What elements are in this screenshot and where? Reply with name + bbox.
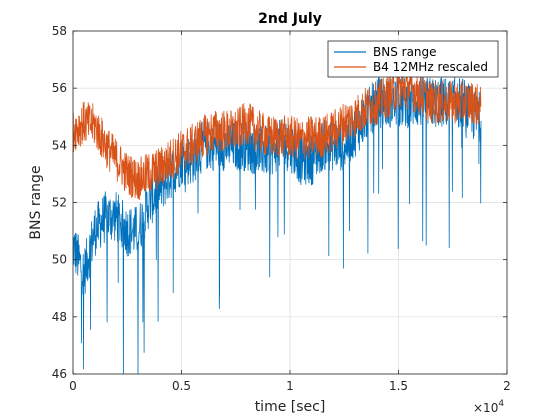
legend-box <box>327 40 499 78</box>
x-axis-exponent-base: ×10 <box>473 401 498 415</box>
x-axis-exponent: ×104 <box>473 399 504 415</box>
y-tick-label: 54 <box>52 138 67 152</box>
series-line-2 <box>73 69 482 201</box>
series-layer <box>73 69 482 374</box>
x-axis-exponent-power: 4 <box>498 399 504 409</box>
y-tick-label: 46 <box>52 367 67 381</box>
y-tick-label: 48 <box>52 310 67 324</box>
axis-ticks: 0 0.5 1 1.5 2 46 48 50 52 54 56 58 <box>52 24 511 393</box>
y-tick-label: 56 <box>52 81 67 95</box>
x-axis-label: time [sec] <box>255 399 326 415</box>
series-line-1 <box>73 76 482 374</box>
x-tick-label: 0.5 <box>172 379 191 393</box>
legend-label-2: B4 12MHz rescaled <box>373 60 488 74</box>
y-tick-label: 58 <box>52 24 67 38</box>
y-tick-label: 50 <box>52 253 67 267</box>
x-tick-label: 1.5 <box>389 379 408 393</box>
x-tick-label: 1 <box>286 379 294 393</box>
legend-label-1: BNS range <box>373 45 437 59</box>
x-tick-label: 0 <box>69 379 77 393</box>
y-tick-label: 52 <box>52 196 67 210</box>
x-tick-label: 2 <box>503 379 511 393</box>
y-axis-label: BNS range <box>28 165 44 239</box>
chart-title: 2nd July <box>258 11 322 27</box>
